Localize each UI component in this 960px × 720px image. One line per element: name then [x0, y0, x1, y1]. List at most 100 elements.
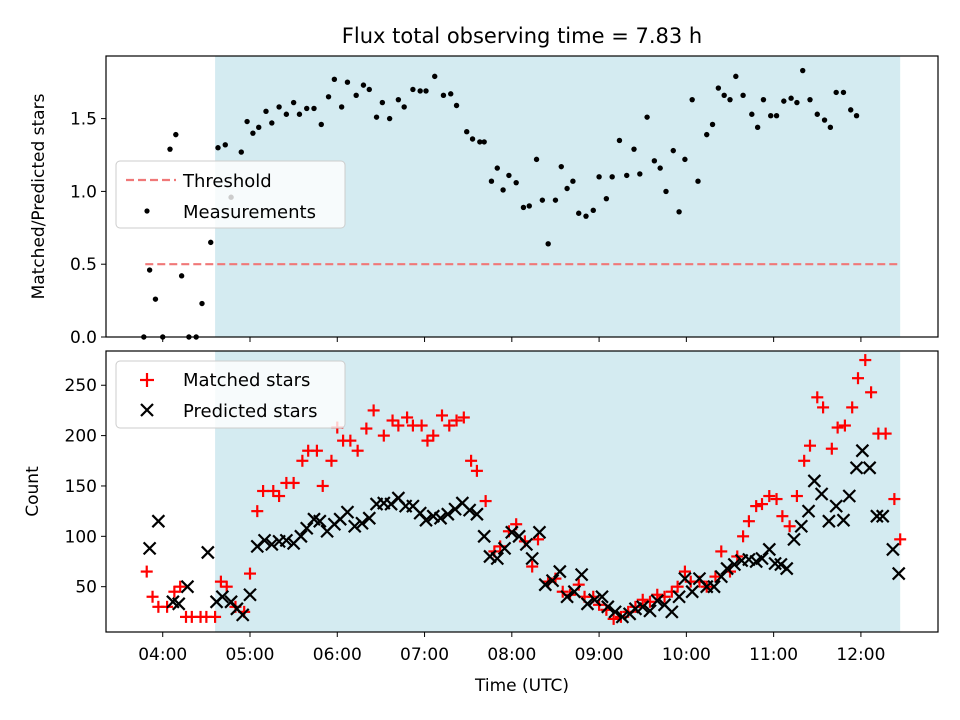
measurement-point	[733, 73, 739, 80]
predicted-star-point	[294, 529, 308, 544]
predicted-star-point	[477, 529, 491, 544]
measurement-point	[146, 267, 153, 273]
measurement-point	[564, 185, 570, 192]
matched-star-point	[296, 454, 309, 467]
x-tick-label: 08:00	[487, 645, 536, 665]
predicted-star-point	[870, 509, 884, 523]
measurement-point	[417, 88, 423, 94]
x-tick-label: 04:00	[138, 645, 187, 665]
measurement-point	[440, 92, 447, 99]
measurement-point	[715, 85, 722, 91]
predicted-star-point	[490, 551, 505, 566]
predicted-star-point	[313, 514, 327, 528]
predicted-star-point	[595, 589, 609, 604]
measurement-point	[754, 124, 761, 131]
measurement-point	[401, 104, 407, 110]
matched-star-point	[479, 495, 492, 508]
predicted-star-point	[362, 511, 377, 525]
top-x-ticks	[162, 337, 862, 342]
matched-star-point	[750, 500, 763, 513]
matched-star-point	[532, 533, 544, 546]
measurement-point	[423, 88, 429, 94]
matched-star-point	[377, 429, 390, 442]
measurement-point	[283, 111, 290, 117]
measurement-point	[513, 179, 519, 186]
predicted-star-point	[142, 541, 157, 556]
predicted-star-point	[567, 584, 582, 599]
matched-star-point	[443, 419, 456, 432]
measurement-point	[263, 108, 269, 115]
legend-measurement-label: Measurements	[183, 202, 316, 223]
bottom-y-tick-label: 100	[65, 527, 97, 547]
matched-star-point	[709, 570, 722, 583]
predicted-star-point	[727, 557, 742, 572]
measurement-point	[500, 187, 506, 193]
predicted-star-point	[347, 519, 362, 534]
measurement-point	[807, 96, 813, 103]
matched-star-point	[770, 493, 783, 506]
measurement-point	[344, 79, 351, 85]
matched-star-point	[879, 427, 892, 440]
predicted-star-point	[829, 499, 843, 513]
measurement-point	[395, 96, 402, 103]
measurement-point	[360, 82, 367, 88]
predicted-star-point	[849, 461, 864, 475]
measurement-point	[740, 92, 746, 99]
measurement-point	[269, 120, 275, 126]
predicted-star-point	[441, 507, 455, 521]
matched-star-point	[251, 505, 264, 518]
measurement-point	[833, 89, 839, 96]
measurement-point	[318, 121, 324, 128]
measurement-point	[331, 76, 338, 82]
top-y-tick-label: 1.0	[70, 182, 97, 202]
measurement-point	[539, 197, 546, 203]
matched-star-point	[526, 560, 539, 573]
matched-star-point	[220, 580, 233, 593]
bottom-y-tick-label: 150	[65, 477, 97, 497]
matched-star-point	[244, 567, 256, 580]
predicted-star-point	[842, 489, 857, 503]
measurement-point	[603, 195, 610, 202]
matched-star-point	[846, 401, 859, 414]
predicted-star-point	[814, 487, 829, 501]
top-y-axis-label: Matched/Predicted stars	[29, 93, 49, 299]
predicted-star-point	[257, 533, 272, 548]
matched-star-point	[415, 419, 428, 432]
matched-star-point	[838, 419, 851, 432]
top-legend-box	[115, 160, 346, 229]
predicted-star-point	[525, 551, 539, 566]
chart-title: Flux total observing time = 7.83 h	[342, 24, 702, 48]
matched-star-point	[831, 421, 844, 434]
measurement-point	[848, 107, 854, 113]
matched-star-point	[763, 490, 776, 503]
measurement-point	[533, 156, 540, 163]
matched-star-point	[756, 498, 768, 511]
predicted-star-point	[635, 600, 650, 614]
matched-star-point	[825, 442, 838, 455]
predicted-star-point	[774, 557, 788, 572]
legend-measurement-swatch	[144, 208, 150, 214]
matched-star-point	[817, 401, 830, 414]
measurement-point	[152, 296, 159, 302]
measurement-point	[296, 111, 303, 117]
measurement-point	[304, 105, 310, 112]
predicted-star-point	[707, 579, 721, 594]
measurement-point	[781, 98, 787, 104]
bottom-y-tick-label: 250	[65, 376, 97, 396]
predicted-star-point	[762, 542, 777, 557]
matched-star-point	[636, 593, 649, 606]
predicted-star-point	[672, 589, 686, 604]
measurement-point	[576, 210, 582, 216]
predicted-star-point	[601, 600, 615, 614]
measurement-point	[353, 92, 359, 99]
legend-matched-label: Matched stars	[183, 370, 310, 391]
matched-star-point	[209, 610, 222, 623]
matched-star-point	[804, 439, 816, 452]
measurement-point	[663, 188, 669, 195]
matched-star-point	[465, 454, 478, 467]
measurement-point	[256, 124, 262, 131]
bottom-panel: 50 100 150 200 250 04:00 05:00 06:00 07:00 08:00…	[23, 350, 939, 696]
predicted-star-point	[545, 573, 560, 588]
legend-matched-swatch	[140, 373, 154, 387]
predicted-star-point	[755, 551, 769, 566]
